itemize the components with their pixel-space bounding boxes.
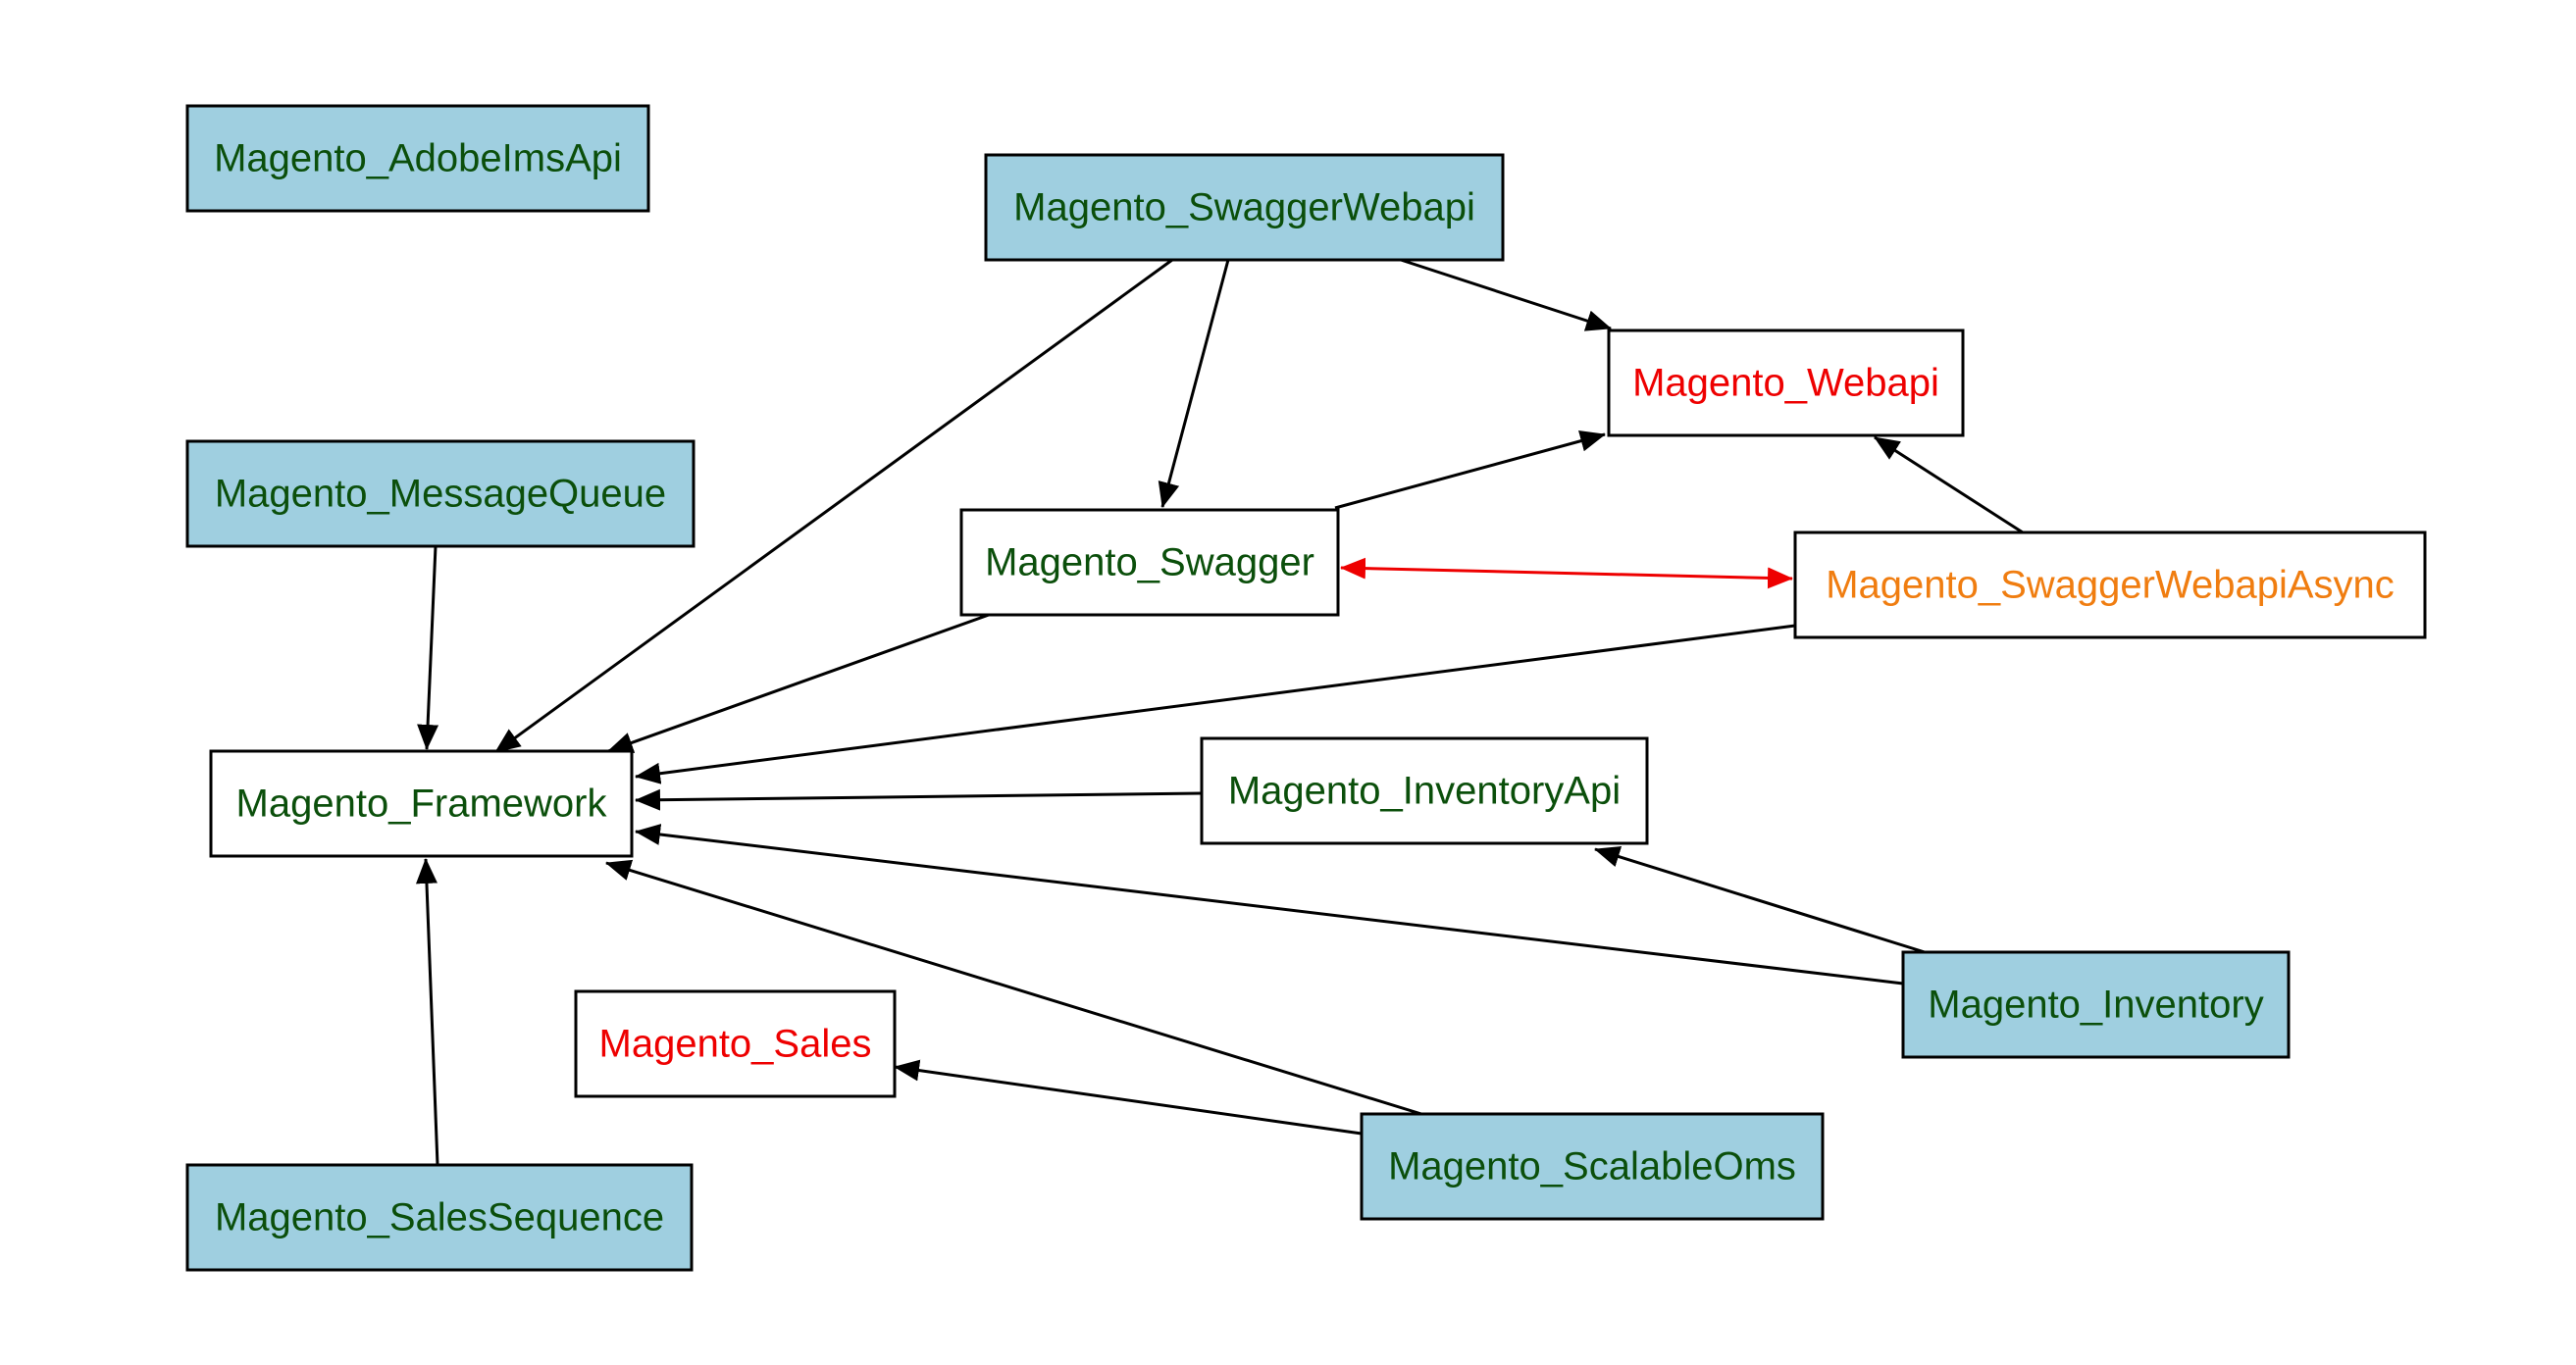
edge-messagequeue-to-framework bbox=[427, 546, 436, 749]
node-label-salessequence: Magento_SalesSequence bbox=[215, 1196, 664, 1239]
node-adobeimsapi: Magento_AdobeImsApi bbox=[187, 106, 648, 211]
node-label-inventory: Magento_Inventory bbox=[1928, 984, 2263, 1027]
node-label-swaggerwebapi: Magento_SwaggerWebapi bbox=[1013, 186, 1475, 229]
node-swagger: Magento_Swagger bbox=[961, 510, 1338, 615]
edge-swaggerwebapiasync-to-webapi bbox=[1875, 437, 2023, 532]
edge-swaggerwebapi-to-webapi bbox=[1401, 260, 1611, 329]
node-messagequeue: Magento_MessageQueue bbox=[187, 441, 694, 546]
node-label-sales: Magento_Sales bbox=[599, 1023, 872, 1066]
edge-inventory-to-inventoryapi bbox=[1595, 849, 1925, 952]
node-label-swagger: Magento_Swagger bbox=[985, 541, 1314, 584]
edge-swagger-to-framework bbox=[608, 615, 989, 751]
edge-salessequence-to-framework bbox=[426, 859, 438, 1165]
node-label-messagequeue: Magento_MessageQueue bbox=[215, 473, 666, 516]
node-scalableoms: Magento_ScalableOms bbox=[1362, 1114, 1823, 1219]
node-label-swaggerwebapiasync: Magento_SwaggerWebapiAsync bbox=[1826, 564, 2395, 607]
node-label-inventoryapi: Magento_InventoryApi bbox=[1228, 770, 1621, 813]
edge-swaggerwebapi-to-swagger bbox=[1162, 260, 1228, 507]
edge-swagger-to-webapi bbox=[1335, 434, 1605, 508]
node-salessequence: Magento_SalesSequence bbox=[187, 1165, 692, 1270]
node-webapi: Magento_Webapi bbox=[1609, 330, 1963, 435]
node-label-webapi: Magento_Webapi bbox=[1632, 362, 1939, 405]
node-label-adobeimsapi: Magento_AdobeImsApi bbox=[214, 137, 622, 180]
edge-swagger-to-swaggerwebapiasync bbox=[1341, 568, 1792, 579]
node-inventoryapi: Magento_InventoryApi bbox=[1202, 738, 1647, 843]
node-inventory: Magento_Inventory bbox=[1903, 952, 2289, 1057]
node-framework: Magento_Framework bbox=[211, 751, 632, 856]
node-label-framework: Magento_Framework bbox=[236, 783, 608, 826]
edge-scalableoms-to-sales bbox=[895, 1067, 1362, 1134]
edge-inventoryapi-to-framework bbox=[636, 793, 1202, 800]
edge-inventory-to-framework bbox=[636, 832, 1903, 984]
node-swaggerwebapiasync: Magento_SwaggerWebapiAsync bbox=[1795, 532, 2425, 637]
node-swaggerwebapi: Magento_SwaggerWebapi bbox=[986, 155, 1503, 260]
node-sales: Magento_Sales bbox=[576, 991, 895, 1096]
node-label-scalableoms: Magento_ScalableOms bbox=[1388, 1145, 1796, 1188]
